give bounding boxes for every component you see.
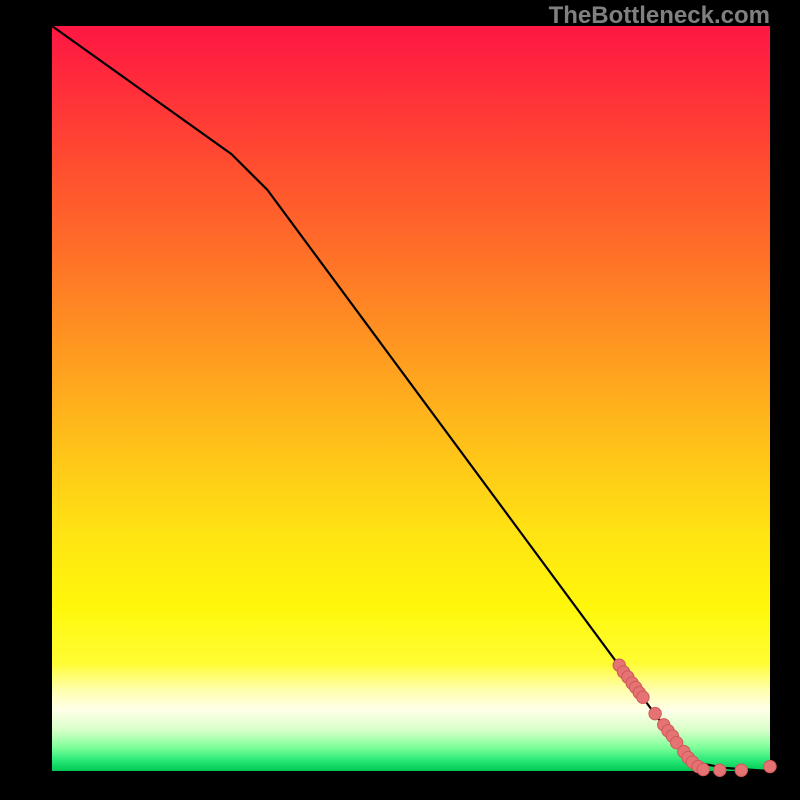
marker-point	[697, 763, 709, 775]
marker-point	[649, 707, 661, 719]
plot-background	[52, 26, 770, 771]
watermark-text: TheBottleneck.com	[549, 2, 770, 30]
marker-point	[764, 760, 776, 772]
marker-point	[714, 764, 726, 776]
marker-point	[637, 691, 649, 703]
chart-svg	[0, 0, 800, 800]
marker-point	[735, 764, 747, 776]
chart-container: TheBottleneck.com	[0, 0, 800, 800]
